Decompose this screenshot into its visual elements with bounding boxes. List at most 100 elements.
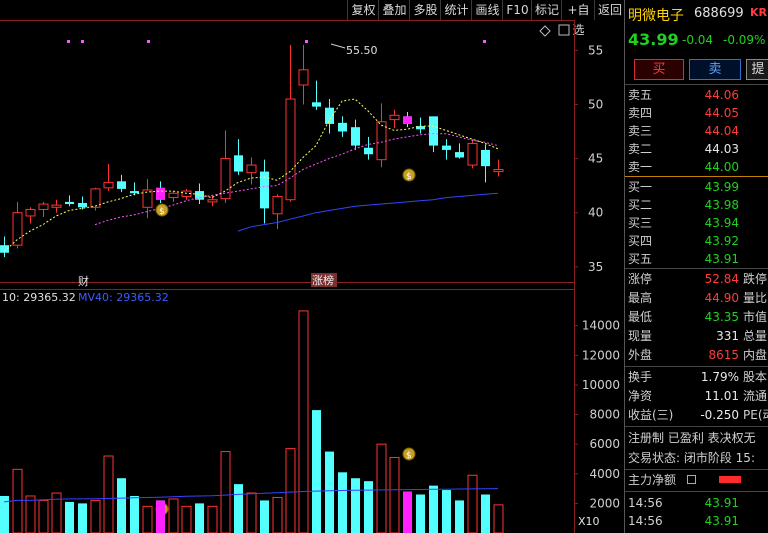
candle-body (181, 190, 192, 197)
candle-body (298, 69, 309, 86)
volume-bar (234, 484, 243, 533)
sell-label: 卖 (708, 62, 722, 77)
stats-row[interactable]: 收益(三) -0.250 PE(动 (625, 406, 768, 424)
toolbar-button[interactable]: 多股 (409, 0, 441, 20)
quote-row[interactable]: 现量 331 总量 (625, 327, 768, 345)
stats-row-label: 换手 (628, 370, 653, 384)
bid-row-value: 43.98 (704, 198, 739, 212)
toolbar-button[interactable]: 画线 (471, 0, 503, 20)
volume-bar (168, 498, 179, 533)
candle-body (90, 188, 101, 208)
toolbar-button[interactable]: 复权 (347, 0, 379, 20)
divider (625, 469, 768, 470)
toolbar-button[interactable]: F10 (502, 0, 532, 20)
candle-body (117, 181, 126, 189)
quote-row[interactable]: 最低 43.35 市值 (625, 308, 768, 326)
ask-row[interactable]: 卖五 44.06 (625, 86, 768, 104)
buy-label: 买 (652, 62, 666, 77)
quote-row[interactable]: 最高 44.90 量比 (625, 289, 768, 307)
listing-info: 注册制 已盈利 表决权无 (625, 429, 768, 447)
highlight-volume-bar (156, 500, 165, 533)
ask-row[interactable]: 卖四 44.05 (625, 104, 768, 122)
ask-row[interactable]: 卖三 44.04 (625, 122, 768, 140)
withdraw-button[interactable]: 提 (746, 59, 768, 80)
volume-tick-label: 4000 (589, 467, 620, 481)
volume-bar (298, 310, 309, 533)
volume-bar (493, 504, 504, 533)
price-change-pct: -0.09% (723, 33, 766, 47)
buy-button[interactable]: 买 (634, 59, 684, 80)
candle-body (442, 145, 451, 150)
candle-body (207, 199, 218, 203)
divider (625, 366, 768, 367)
candle-body (338, 122, 347, 132)
quote-row-extra: 内盘 (743, 348, 768, 362)
tick-row: 14:56 43.91 (625, 512, 768, 530)
quote-row-label: 最高 (628, 291, 653, 305)
volume-bar (351, 478, 360, 533)
ask-row[interactable]: 卖二 44.03 (625, 140, 768, 158)
bid-row-label: 买三 (628, 216, 653, 230)
volume-ma-line (3, 488, 499, 503)
toolbar-button[interactable]: +自选 (561, 0, 595, 37)
bid-row[interactable]: 买二 43.98 (625, 196, 768, 214)
stock-name: 明微电子 (628, 8, 684, 24)
candle-body (130, 191, 139, 194)
svg-text:$: $ (406, 172, 412, 182)
sell-button[interactable]: 卖 (689, 59, 741, 80)
price-tick-label: 35 (588, 260, 603, 274)
menu-icon[interactable] (687, 475, 696, 484)
ask-row-value: 44.03 (704, 142, 739, 156)
stats-row[interactable]: 净资 11.01 流通 (625, 387, 768, 405)
kline-chart[interactable]: 35 40 45 50 55 2000 4000 6000 8000 10000 12000 140… (0, 20, 624, 533)
quote-row-extra: 市值 (743, 310, 768, 324)
quote-row[interactable]: 外盘 8615 内盘 (625, 346, 768, 364)
trade-status-text: 交易状态: 闭市阶段 15: (628, 451, 755, 465)
svg-text:涨榜: 涨榜 (312, 273, 334, 287)
candle-body (38, 203, 49, 210)
candle-body (467, 142, 478, 166)
money-bag-icon: $ (155, 203, 169, 217)
bid-row-label: 买一 (628, 180, 653, 194)
capital-flow-row[interactable]: 主力净额 (625, 471, 768, 489)
candle-body (195, 191, 204, 200)
quote-row[interactable]: 涨停 52.84 跌停 (625, 270, 768, 288)
candle-body (142, 189, 153, 208)
stock-header: 明微电子 688699 KR (625, 0, 768, 28)
volume-bar (442, 490, 451, 533)
volume-bar (220, 451, 231, 533)
ask-row-label: 卖四 (628, 106, 653, 120)
candle-body (234, 155, 243, 172)
bid-row[interactable]: 买五 43.91 (625, 250, 768, 268)
candle-body (389, 114, 400, 121)
ask-row-value: 44.06 (704, 88, 739, 102)
volume-bar (467, 474, 478, 533)
toolbar-button[interactable]: 标记 (531, 0, 562, 20)
diamond-icon (539, 25, 551, 37)
bid-row[interactable]: 买三 43.94 (625, 214, 768, 232)
event-marker-finance[interactable]: 财 (78, 274, 89, 288)
tick-time: 14:56 (628, 496, 663, 510)
volume-bar (207, 505, 218, 533)
bid-row[interactable]: 买四 43.92 (625, 232, 768, 250)
volume-tick-label: 2000 (589, 496, 620, 510)
volume-bar (117, 478, 126, 533)
bid-row-value: 43.92 (704, 234, 739, 248)
quote-row-label: 涨停 (628, 272, 653, 286)
highlight-candle (403, 116, 412, 124)
quote-row-label: 现量 (628, 329, 653, 343)
ask-row-value: 44.05 (704, 106, 739, 120)
toolbar-button[interactable]: 统计 (440, 0, 472, 20)
ask-row-label: 卖三 (628, 124, 653, 138)
event-marker-rank[interactable]: 涨榜 (311, 273, 337, 287)
volume-bar (142, 505, 153, 533)
tick-price: 43.91 (704, 514, 739, 528)
price-tick-label: 45 (588, 152, 603, 166)
toolbar-button[interactable]: 返回 (594, 0, 625, 20)
candle-body (364, 147, 373, 155)
ask-row[interactable]: 卖一 44.00 (625, 158, 768, 176)
bid-row[interactable]: 买一 43.99 (625, 178, 768, 196)
toolbar-button[interactable]: 叠加 (378, 0, 410, 20)
stats-row[interactable]: 换手 1.79% 股本 (625, 368, 768, 386)
volume-tick-label: 12000 (582, 348, 620, 362)
